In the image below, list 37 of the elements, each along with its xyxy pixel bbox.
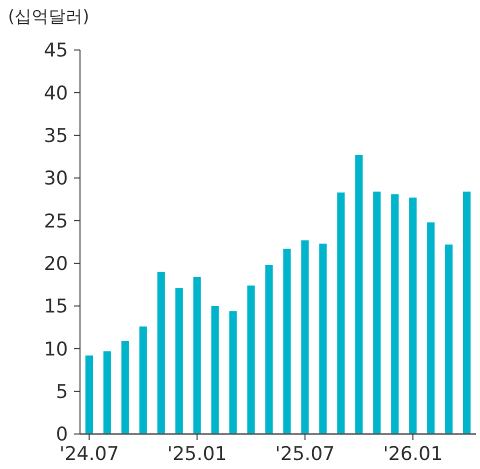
- y-tick-label: 0: [56, 424, 68, 446]
- bar: [139, 326, 147, 434]
- y-tick-label: 20: [44, 252, 68, 275]
- y-tick-label: 45: [44, 40, 68, 62]
- bar: [85, 355, 93, 434]
- bar: [409, 198, 417, 434]
- bar: [319, 244, 327, 434]
- bar: [265, 265, 273, 434]
- bar: [103, 351, 111, 434]
- bar: [121, 340, 129, 434]
- bar: [247, 286, 255, 434]
- bar: [355, 154, 363, 434]
- y-tick-label: 40: [44, 82, 68, 104]
- bar: [445, 244, 453, 434]
- bar: [211, 306, 219, 434]
- y-tick-label: 5: [56, 380, 68, 403]
- bar: [229, 311, 237, 434]
- y-tick-label: 25: [44, 210, 68, 232]
- bar: [301, 240, 309, 434]
- bar: [427, 222, 435, 434]
- y-tick-label: 15: [44, 296, 68, 318]
- bar: [373, 192, 381, 434]
- bar: [157, 272, 165, 434]
- bar: [193, 276, 201, 434]
- bar: [463, 192, 471, 434]
- x-tick-label: '25.07: [275, 443, 335, 465]
- bar: [337, 192, 345, 434]
- y-tick-label: 30: [44, 168, 68, 190]
- bar: [391, 194, 399, 434]
- bar: [175, 288, 183, 434]
- y-tick-label: 10: [44, 338, 68, 360]
- y-tick-label: 35: [44, 124, 68, 147]
- bar: [283, 248, 291, 434]
- x-tick-label: '24.07: [59, 443, 119, 465]
- x-tick-label: '26.01: [383, 443, 443, 465]
- y-axis-title: (십억달러): [8, 7, 90, 27]
- x-tick-label: '25.01: [167, 443, 227, 465]
